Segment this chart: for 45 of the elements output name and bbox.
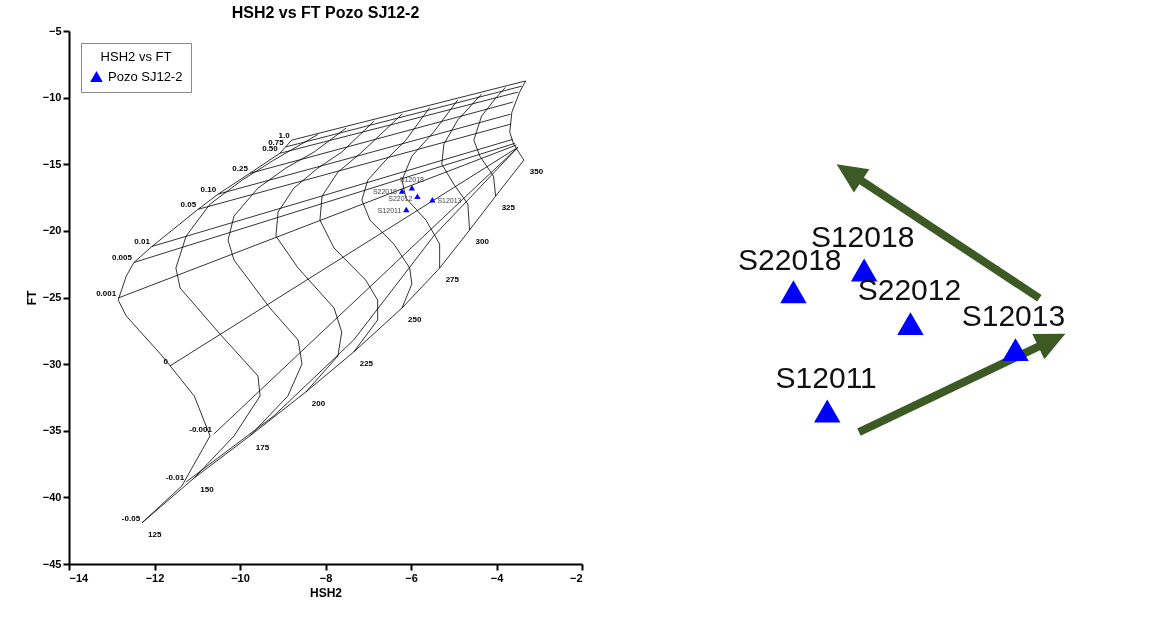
series-label: 0.10 xyxy=(200,185,217,195)
chart-title: HSH2 vs FT Pozo SJ12-2 xyxy=(231,4,420,21)
legend-title: HSH2 vs FT xyxy=(100,49,172,64)
series-label: -0.05 xyxy=(121,513,141,523)
text: S12011 xyxy=(775,361,877,395)
x-tick-label: −2 xyxy=(569,571,583,584)
x-tick-label: −14 xyxy=(69,571,90,584)
series-label: 275 xyxy=(445,275,460,285)
legend-label: Pozo SJ12-2 xyxy=(108,68,183,84)
x-tick-label: −8 xyxy=(319,571,333,584)
y-tick-label: −40 xyxy=(42,490,62,503)
series-label: 0.005 xyxy=(111,253,133,263)
x-tick-label: −6 xyxy=(405,571,418,584)
series-label: 125 xyxy=(148,529,162,539)
y-tick-label: −30 xyxy=(42,357,62,370)
y-tick-label: −15 xyxy=(42,157,62,170)
text: S22012 xyxy=(857,272,962,306)
text: S12013 xyxy=(961,299,1066,333)
x-tick-label: −12 xyxy=(145,571,165,584)
y-tick-label: −5 xyxy=(48,24,62,37)
series-label: -0.01 xyxy=(165,472,185,482)
series-label: -0.001 xyxy=(189,424,213,434)
series-label: 150 xyxy=(200,484,215,494)
y-axis-title: FT xyxy=(24,290,39,306)
series-label: 250 xyxy=(408,315,422,325)
series-label: 325 xyxy=(501,203,516,213)
y-tick-label: −25 xyxy=(42,291,62,303)
series-label: 1.0 xyxy=(278,131,291,141)
x-tick-label: −4 xyxy=(490,571,505,584)
series-label: 200 xyxy=(311,398,326,408)
x-tick-label: −10 xyxy=(231,571,250,584)
series-label: 0.01 xyxy=(134,237,151,247)
series-label: 0.25 xyxy=(232,164,249,174)
series-label: 0.05 xyxy=(180,200,197,210)
series-label: 300 xyxy=(475,237,490,247)
y-tick-label: −10 xyxy=(42,91,62,104)
y-tick-label: −35 xyxy=(42,424,62,437)
x-axis-title: HSH2 xyxy=(309,585,343,600)
series-label: 350 xyxy=(529,167,544,177)
series-label: 0 xyxy=(163,356,169,366)
y-tick-label: −45 xyxy=(42,557,62,570)
series-label: 225 xyxy=(359,359,374,368)
series-label: 175 xyxy=(255,442,270,452)
y-tick-label: −20 xyxy=(42,224,62,237)
series-label: 0.001 xyxy=(96,289,117,299)
